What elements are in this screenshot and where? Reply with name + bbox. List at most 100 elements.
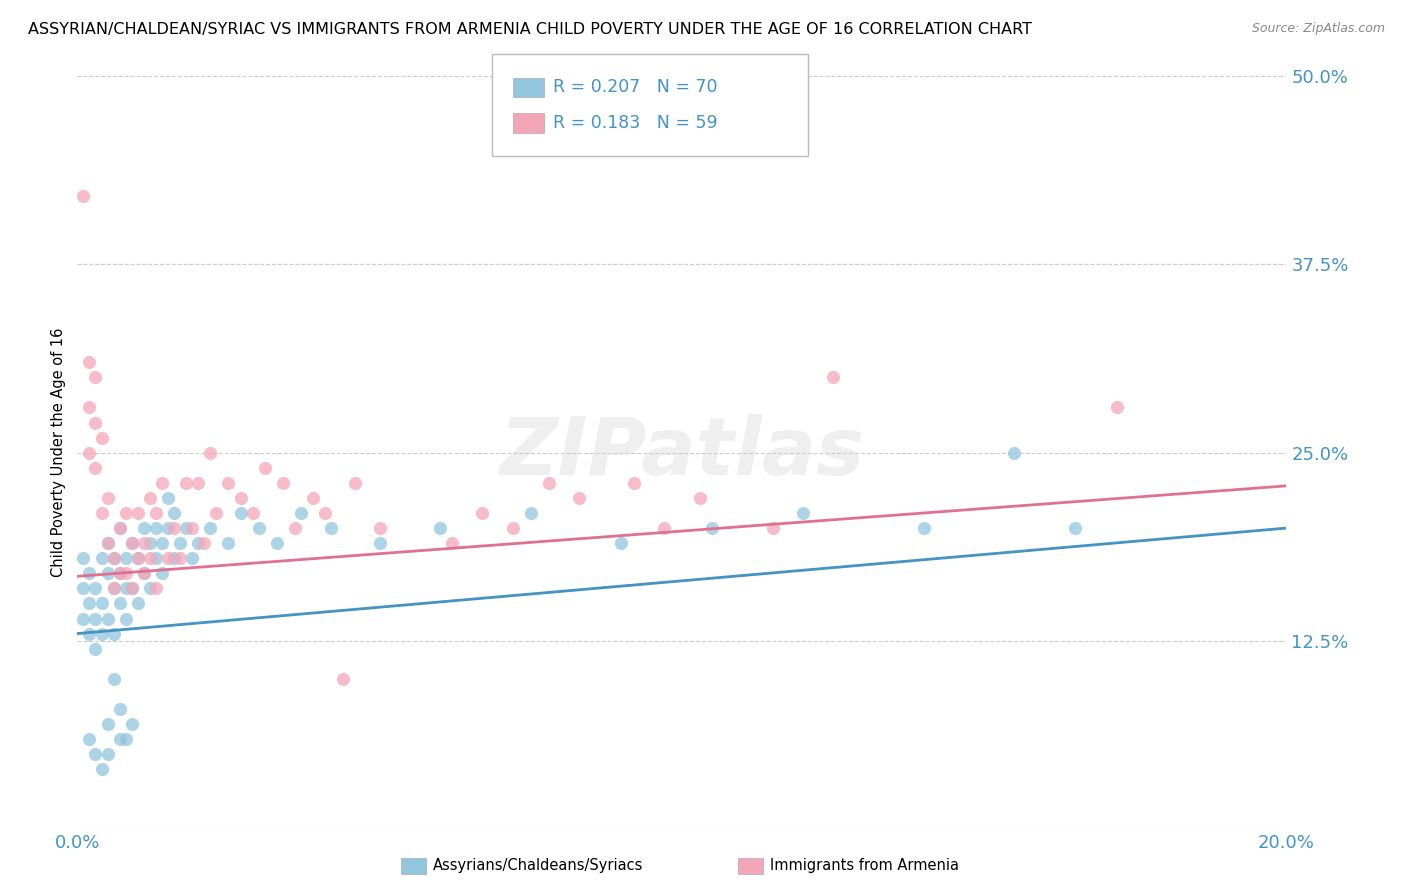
Point <box>79 401 101 415</box>
Point <box>90 596 112 610</box>
Point <box>284 521 307 535</box>
Point <box>108 596 131 610</box>
Point <box>181 551 204 566</box>
Point <box>344 475 367 490</box>
Point <box>229 506 252 520</box>
Text: Assyrians/Chaldeans/Syriacs: Assyrians/Chaldeans/Syriacs <box>433 858 644 872</box>
Point <box>79 355 101 369</box>
Point <box>163 551 186 566</box>
Point <box>103 626 125 640</box>
Point <box>103 582 125 596</box>
Point <box>108 521 131 535</box>
Point <box>139 551 162 566</box>
Point <box>79 732 101 747</box>
Point <box>96 747 118 761</box>
Point <box>290 506 312 520</box>
Point <box>139 582 162 596</box>
Point <box>114 611 136 625</box>
Point <box>103 551 125 566</box>
Point <box>108 566 131 581</box>
Point <box>174 475 197 490</box>
Point <box>150 566 173 581</box>
Point <box>132 566 155 581</box>
Point <box>181 521 204 535</box>
Y-axis label: Child Poverty Under the Age of 16: Child Poverty Under the Age of 16 <box>51 328 66 577</box>
Point <box>247 521 270 535</box>
Point <box>150 536 173 550</box>
Point <box>84 582 107 596</box>
Point <box>169 536 191 550</box>
Point <box>108 702 131 716</box>
Point <box>108 521 131 535</box>
Point <box>72 611 94 625</box>
Point <box>139 491 162 505</box>
Text: R = 0.183   N = 59: R = 0.183 N = 59 <box>553 114 717 132</box>
Point <box>266 536 288 550</box>
Point <box>90 762 112 776</box>
Text: ASSYRIAN/CHALDEAN/SYRIAC VS IMMIGRANTS FROM ARMENIA CHILD POVERTY UNDER THE AGE : ASSYRIAN/CHALDEAN/SYRIAC VS IMMIGRANTS F… <box>28 22 1032 37</box>
Point <box>623 475 645 490</box>
Point <box>114 566 136 581</box>
Point <box>114 551 136 566</box>
Point <box>90 551 112 566</box>
Point <box>72 551 94 566</box>
Point <box>127 596 149 610</box>
Point <box>145 506 167 520</box>
Text: ZIPatlas: ZIPatlas <box>499 414 865 491</box>
Point <box>90 431 112 445</box>
Point <box>218 475 240 490</box>
Point <box>96 611 118 625</box>
Point <box>145 582 167 596</box>
Point <box>321 521 343 535</box>
Point <box>792 506 814 520</box>
Point <box>610 536 633 550</box>
Point <box>79 566 101 581</box>
Point <box>132 521 155 535</box>
Point <box>132 566 155 581</box>
Point <box>302 491 325 505</box>
Text: Source: ZipAtlas.com: Source: ZipAtlas.com <box>1251 22 1385 36</box>
Point <box>96 717 118 731</box>
Point <box>157 551 180 566</box>
Point <box>84 416 107 430</box>
Point <box>368 536 391 550</box>
Point <box>96 566 118 581</box>
Point <box>72 189 94 203</box>
Point <box>79 445 101 460</box>
Point <box>271 475 294 490</box>
Point <box>1064 521 1087 535</box>
Point <box>114 506 136 520</box>
Point <box>103 672 125 686</box>
Point <box>90 506 112 520</box>
Point <box>132 536 155 550</box>
Point <box>84 611 107 625</box>
Point <box>150 475 173 490</box>
Point <box>139 536 162 550</box>
Point <box>127 551 149 566</box>
Point <box>84 370 107 384</box>
Point <box>145 551 167 566</box>
Point <box>157 521 180 535</box>
Point <box>205 506 228 520</box>
Point <box>502 521 524 535</box>
Point <box>96 536 118 550</box>
Point <box>441 536 464 550</box>
Point <box>127 506 149 520</box>
Point <box>79 596 101 610</box>
Point <box>114 732 136 747</box>
Point <box>84 641 107 656</box>
Point <box>103 551 125 566</box>
Point <box>821 370 844 384</box>
Point <box>84 460 107 475</box>
Point <box>253 460 276 475</box>
Point <box>218 536 240 550</box>
Point <box>1107 401 1129 415</box>
Point <box>163 506 186 520</box>
Point <box>429 521 451 535</box>
Point <box>96 536 118 550</box>
Point <box>912 521 935 535</box>
Point <box>108 732 131 747</box>
Point <box>121 536 143 550</box>
Point <box>314 506 336 520</box>
Point <box>568 491 591 505</box>
